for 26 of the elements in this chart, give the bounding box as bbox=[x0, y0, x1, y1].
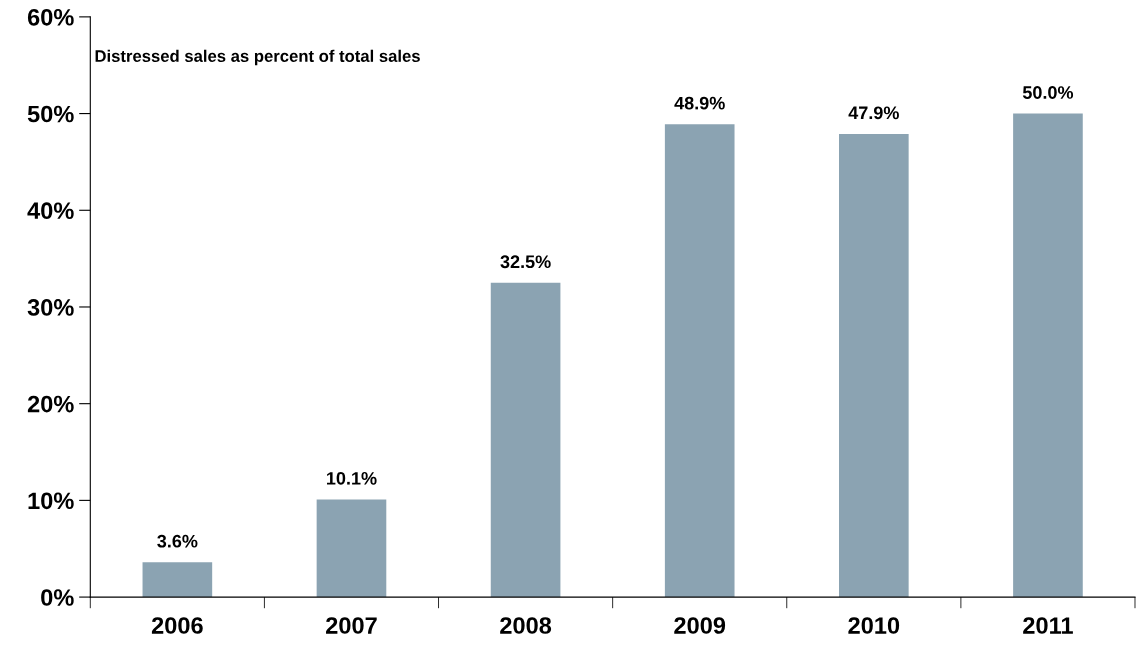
bar bbox=[664, 124, 735, 598]
data-label: 3.6% bbox=[157, 534, 198, 548]
bar bbox=[142, 562, 213, 598]
bar bbox=[839, 133, 909, 598]
text: Distressed sales as percent of total sales bbox=[95, 49, 420, 66]
data-label: 48.9% bbox=[674, 96, 725, 110]
y-tick-label: 0% bbox=[41, 589, 74, 606]
x-tick-label: 2010 bbox=[848, 617, 900, 634]
x-tick-label: 2011 bbox=[1023, 617, 1073, 634]
x-tick-label: 2007 bbox=[326, 617, 377, 634]
data-label: 50.0% bbox=[1022, 86, 1074, 99]
bar bbox=[1013, 113, 1083, 598]
x-tick-label: 2009 bbox=[674, 617, 726, 634]
data-label: 32.5% bbox=[500, 255, 551, 269]
y-tick-label: 10% bbox=[28, 492, 74, 510]
data-label: 10.1% bbox=[327, 471, 377, 485]
bar bbox=[490, 282, 561, 598]
y-tick-label: 50% bbox=[27, 105, 74, 123]
y-tick-label: 60% bbox=[27, 8, 74, 26]
bar bbox=[316, 499, 387, 598]
x-tick-label: 2006 bbox=[151, 617, 203, 634]
y-tick-label: 30% bbox=[27, 299, 74, 316]
y-tick-label: 20% bbox=[27, 395, 74, 413]
data-label: 47.9% bbox=[848, 106, 899, 120]
x-tick-label: 2008 bbox=[500, 617, 552, 634]
y-tick-label: 40% bbox=[27, 202, 74, 220]
